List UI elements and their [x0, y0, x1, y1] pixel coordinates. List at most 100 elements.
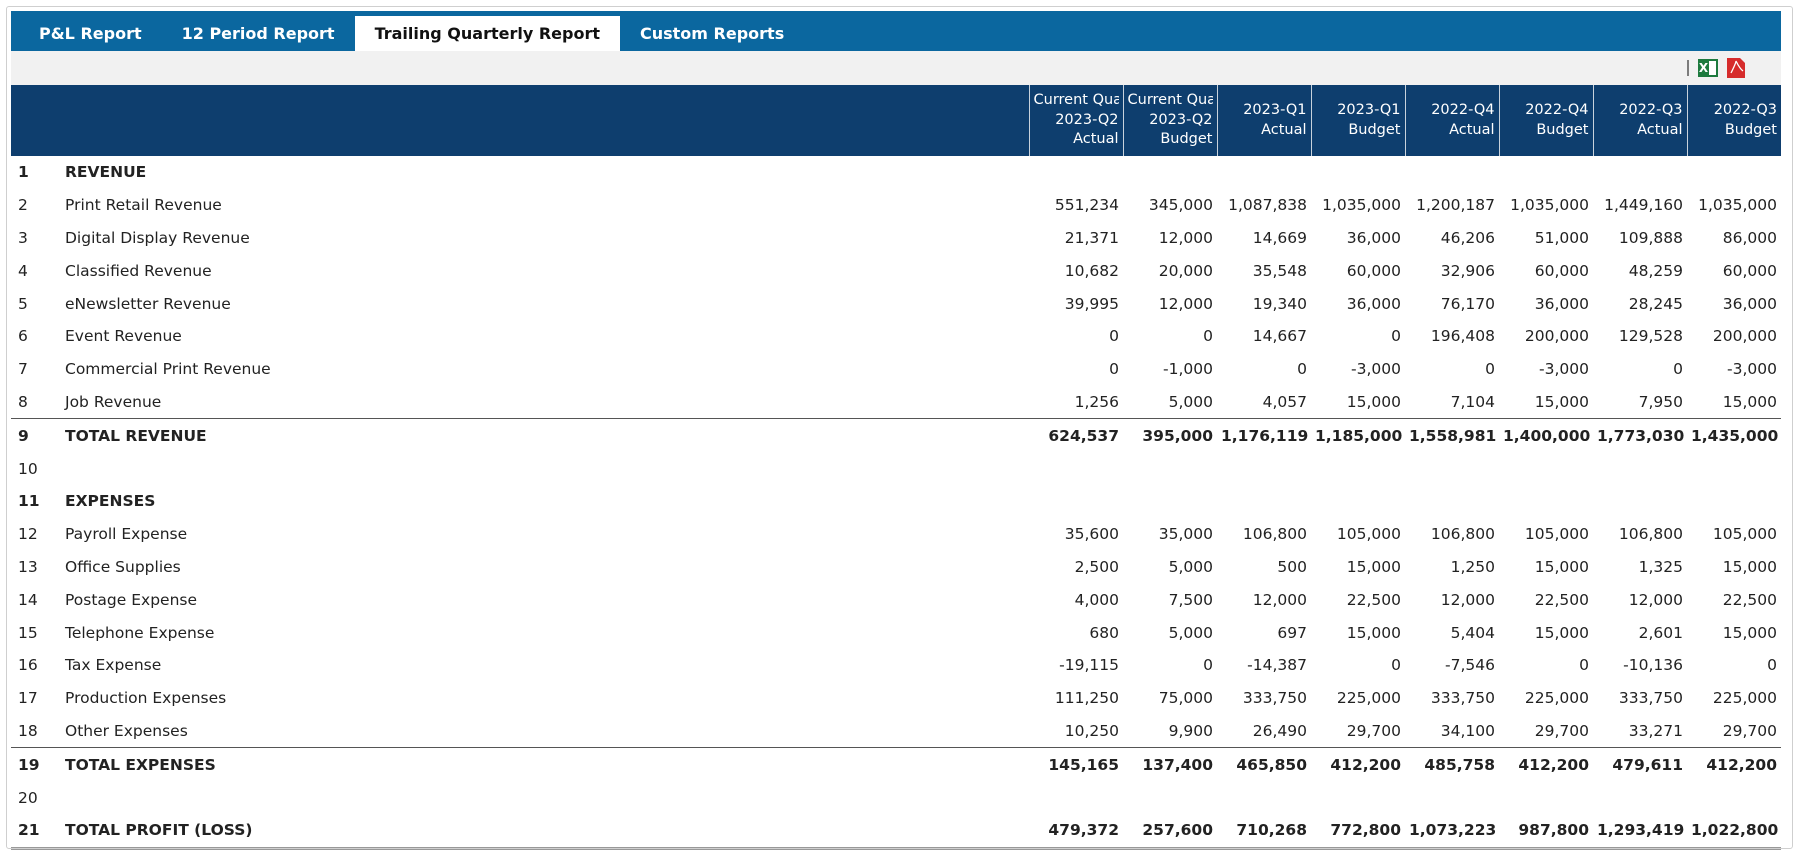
cell-value: 479,611 [1593, 747, 1687, 782]
cell-value: 14,667 [1252, 327, 1307, 346]
cell-value: 257,600 [1123, 813, 1217, 850]
cell-empty [1593, 452, 1687, 485]
row-total: 19 TOTAL EXPENSES 145,165 137,400 465,850 412… [11, 747, 1781, 782]
row-number: 2 [18, 196, 28, 215]
cell-value: 76,170 [1440, 294, 1495, 313]
tab[interactable]: 12 Period Report [181, 24, 335, 43]
row-label[interactable]: eNewsletter Revenue [65, 294, 231, 313]
header-line: Actual [1261, 121, 1307, 138]
cell-value: 12,000 [1158, 228, 1213, 247]
cell-value: -3,000 [1539, 360, 1589, 379]
cell-value: 48,259 [1628, 261, 1683, 280]
row-label[interactable]: Classified Revenue [65, 261, 212, 280]
row-label[interactable]: Telephone Expense [65, 623, 215, 642]
cell-value: 485,758 [1405, 747, 1499, 782]
row-label[interactable]: Postage Expense [65, 590, 198, 609]
row-label[interactable]: Job Revenue [65, 392, 162, 411]
row-item: 16 Tax Expense -19,115 0 -14,387 0 -7,546 0 -10,… [11, 649, 1781, 682]
cell-value: 465,850 [1217, 747, 1311, 782]
row-label[interactable]: TOTAL PROFIT (LOSS) [61, 813, 1029, 850]
header-line: Actual [1637, 121, 1683, 138]
row-label[interactable]: Production Expenses [65, 689, 227, 708]
row-label[interactable]: Commercial Print Revenue [65, 360, 271, 379]
tab[interactable]: Trailing Quarterly Report [354, 16, 620, 51]
row-label[interactable]: TOTAL EXPENSES [61, 747, 1029, 782]
cell-value: 75,000 [1158, 689, 1213, 708]
cell-value: 22,500 [1346, 590, 1401, 609]
cell-value: 15,000 [1346, 557, 1401, 576]
cell-value: 333,750 [1242, 689, 1307, 708]
tab[interactable]: Custom Reports [640, 24, 785, 43]
row-number: 12 [18, 525, 38, 544]
panel-frame [6, 6, 1793, 849]
row-number: 15 [18, 623, 38, 642]
cell-empty [1593, 485, 1687, 518]
excel-export[interactable]: X [1698, 59, 1718, 77]
cell-value: 29,700 [1346, 721, 1401, 740]
row-label[interactable]: Print Retail Revenue [65, 196, 222, 215]
column-header[interactable]: Current Quarter 2023-Q2 Actual [1028, 85, 1123, 156]
header-line: 2023-Q2 [1149, 111, 1213, 128]
cell-value: -10,136 [1623, 656, 1683, 675]
cell-value: 109,888 [1618, 228, 1683, 247]
row-number: 18 [18, 721, 38, 740]
row-label [61, 452, 1029, 485]
column-header[interactable]: 2023-Q1 Actual [1216, 85, 1311, 156]
row-label[interactable]: Event Revenue [65, 327, 182, 346]
cell-value: 4,000 [1074, 590, 1119, 609]
header-line: Actual [1449, 121, 1495, 138]
cell-value: 1,176,119 [1217, 418, 1311, 453]
row-number: 4 [18, 261, 28, 280]
row-number: 5 [18, 294, 28, 313]
cell-empty [1217, 485, 1311, 518]
cell-value: 1,400,000 [1499, 418, 1593, 453]
column-header[interactable]: 2022-Q3 Budget [1686, 85, 1781, 156]
cell-value: 225,000 [1336, 689, 1401, 708]
cell-empty [1217, 781, 1311, 814]
row-number: 3 [18, 228, 28, 247]
cell-value: 106,800 [1430, 525, 1495, 544]
column-header[interactable]: 2022-Q4 Actual [1404, 85, 1499, 156]
cell-empty [1029, 156, 1123, 189]
pdf-export[interactable] [1727, 58, 1745, 78]
header-line: 2022-Q4 [1431, 102, 1495, 118]
cell-empty [1123, 781, 1217, 814]
cell-empty [1029, 781, 1123, 814]
row-label[interactable]: TOTAL REVENUE [61, 418, 1029, 453]
tab[interactable]: P&L Report [39, 24, 142, 43]
header-line: Current Quarter [1127, 92, 1213, 109]
column-header[interactable]: 2022-Q4 Budget [1498, 85, 1593, 156]
cell-empty [1123, 452, 1217, 485]
row-label[interactable]: Payroll Expense [65, 525, 188, 544]
cell-value: 0 [1203, 656, 1213, 675]
cell-empty [1311, 156, 1405, 189]
cell-empty [1405, 781, 1499, 814]
cell-value: 15,000 [1722, 392, 1777, 411]
header-line: Current Quarter [1033, 92, 1119, 109]
row-label [61, 781, 1029, 814]
cell-value: 10,250 [1064, 721, 1119, 740]
cell-value: 412,200 [1311, 747, 1405, 782]
cell-value: 0 [1391, 656, 1401, 675]
cell-value: 1,200,187 [1416, 196, 1495, 215]
cell-empty [1687, 452, 1781, 485]
cell-value: 225,000 [1712, 689, 1777, 708]
cell-value: 710,268 [1217, 813, 1311, 850]
row-number: 14 [18, 590, 38, 609]
column-header[interactable]: 2023-Q1 Budget [1310, 85, 1405, 156]
cell-value: 106,800 [1242, 525, 1307, 544]
row-label[interactable]: Digital Display Revenue [65, 228, 250, 247]
column-header[interactable]: Current Quarter 2023-Q2 Budget [1122, 85, 1217, 156]
cell-value: 1,035,000 [1322, 196, 1401, 215]
row-label[interactable]: Other Expenses [65, 721, 188, 740]
cell-value: 0 [1485, 360, 1495, 379]
row-label[interactable]: Tax Expense [65, 656, 162, 675]
row-label[interactable]: Office Supplies [65, 557, 181, 576]
cell-value: 35,600 [1064, 525, 1119, 544]
cell-value: -19,115 [1059, 656, 1119, 675]
cell-value: 60,000 [1346, 261, 1401, 280]
column-header[interactable]: 2022-Q3 Actual [1592, 85, 1687, 156]
header-line: Budget [1160, 131, 1213, 148]
